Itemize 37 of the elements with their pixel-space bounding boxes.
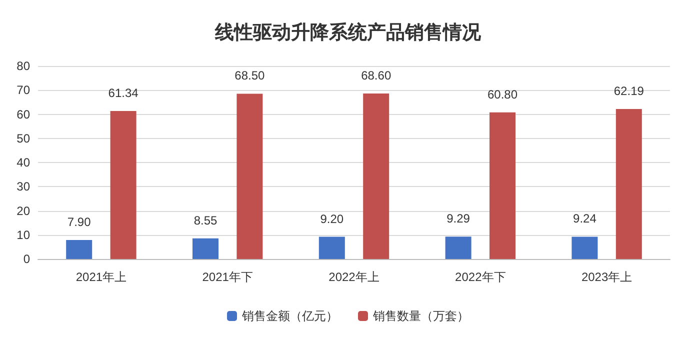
y-tick-label: 10 [16, 228, 30, 242]
bar [192, 238, 218, 259]
bar [616, 108, 642, 259]
bar [318, 236, 345, 259]
bar [490, 112, 516, 259]
y-tick-label: 30 [16, 180, 30, 194]
y-tick-label: 50 [16, 131, 30, 146]
legend-label: 销售金额（亿元） [241, 309, 338, 323]
bar [363, 94, 390, 259]
bar [66, 240, 92, 259]
y-tick-label: 80 [16, 59, 30, 73]
y-tick-label: 40 [16, 156, 30, 170]
legend-label: 销售数量（万套） [372, 309, 469, 323]
bar [445, 236, 472, 259]
y-tick-label: 60 [16, 107, 30, 122]
chart-title: 线性驱动升降系统产品销售情况 [214, 22, 482, 44]
x-tick-label: 2022年下 [455, 270, 506, 284]
data-label: 8.55 [194, 213, 218, 228]
bar [572, 236, 598, 259]
x-tick-label: 2021年下 [202, 270, 253, 284]
data-label: 68.60 [361, 68, 392, 83]
data-label: 60.80 [487, 87, 518, 102]
bar [236, 94, 263, 259]
data-label: 7.90 [67, 214, 92, 229]
y-tick-label: 0 [23, 252, 30, 266]
data-label: 9.29 [446, 212, 470, 226]
data-label: 62.19 [614, 84, 644, 98]
data-label: 9.20 [320, 212, 344, 226]
x-tick-label: 2021年上 [76, 270, 127, 284]
bar [110, 111, 136, 259]
y-tick-label: 20 [16, 204, 30, 218]
data-label: 9.24 [573, 212, 597, 226]
y-tick-label: 70 [16, 83, 30, 98]
data-label: 68.50 [234, 68, 266, 83]
x-tick-label: 2022年上 [328, 270, 380, 284]
x-tick-label: 2023年上 [581, 270, 632, 284]
data-label: 61.34 [108, 86, 139, 100]
